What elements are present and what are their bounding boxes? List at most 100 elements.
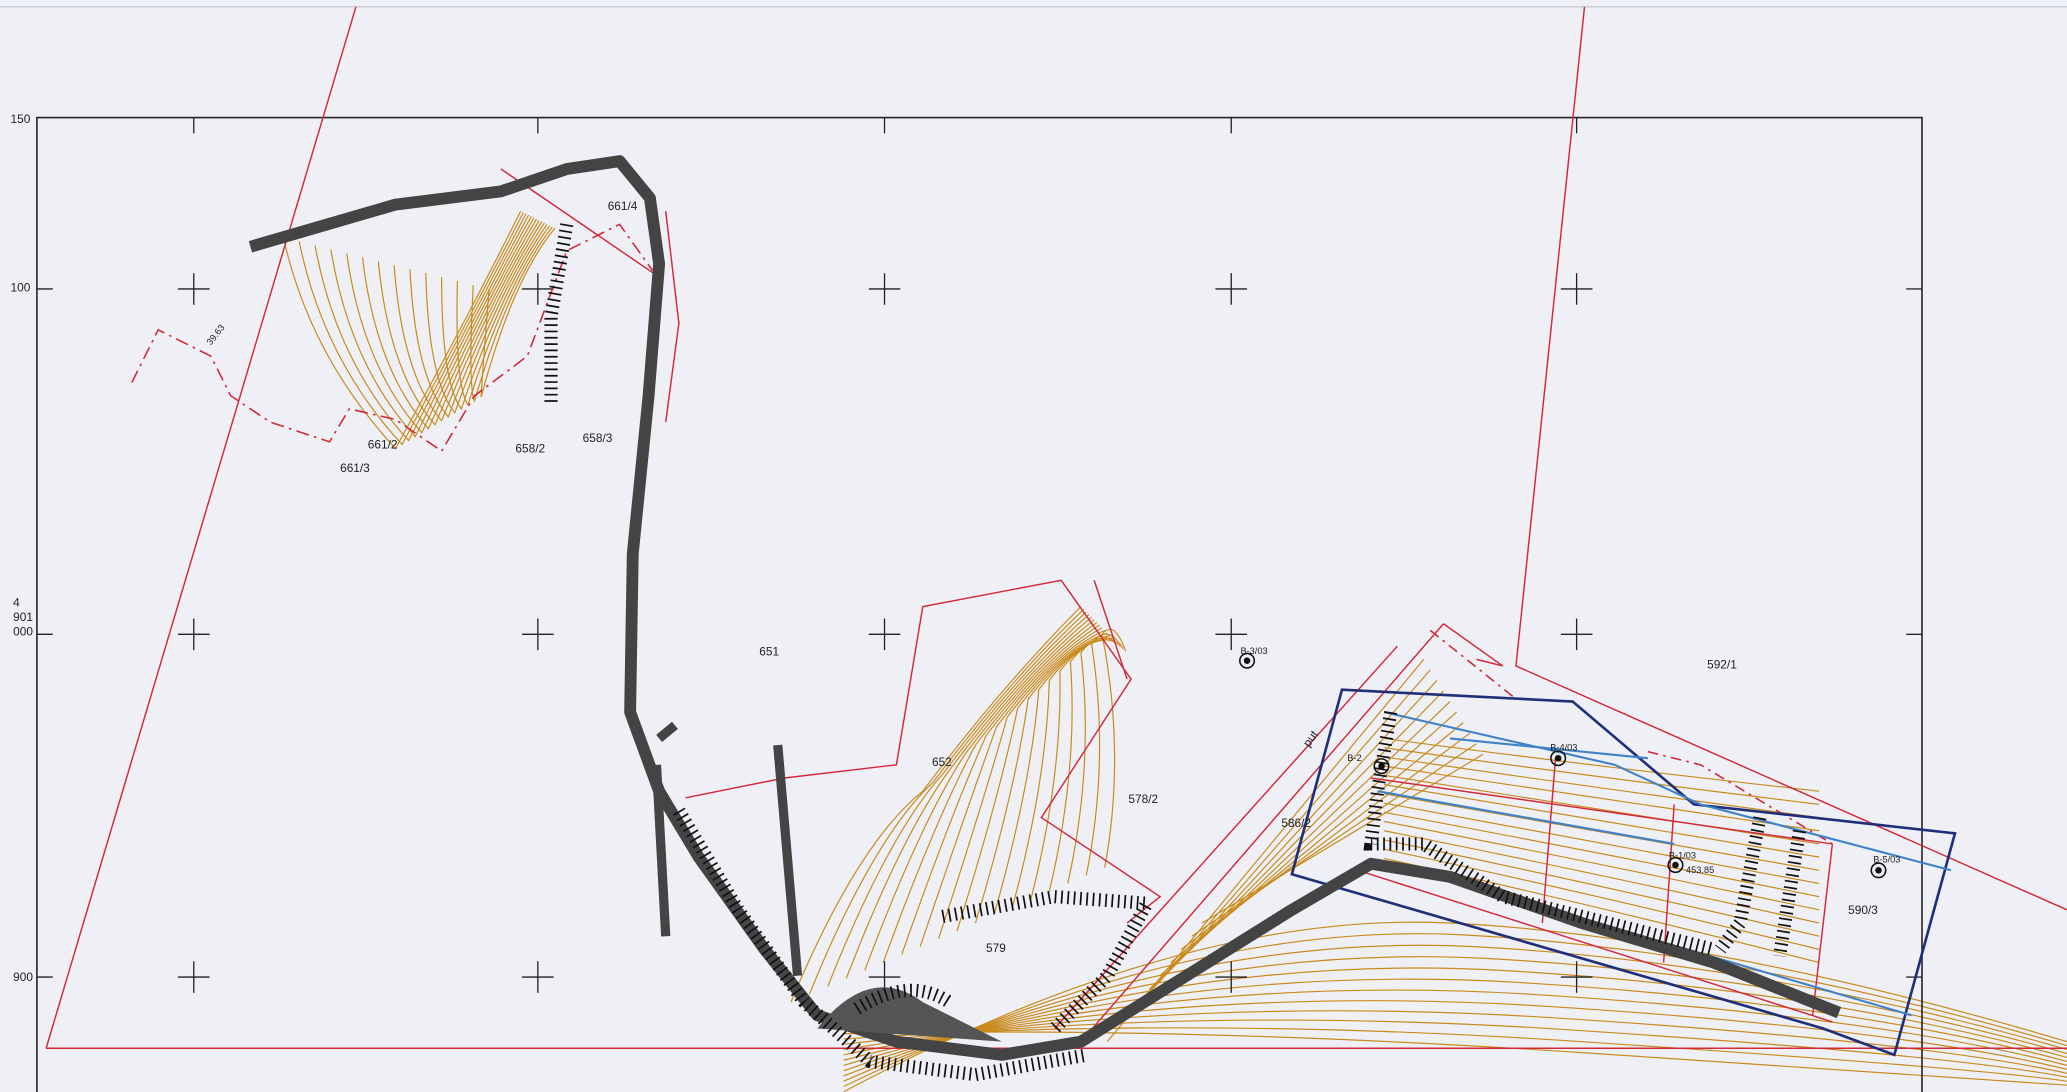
contour-line <box>808 608 1085 995</box>
contour-line <box>456 225 551 407</box>
grid-cross <box>1560 273 1593 305</box>
contour-line <box>790 606 1082 1003</box>
contour-line <box>843 1019 2067 1078</box>
contour-line <box>1384 811 1820 898</box>
contour-line <box>993 635 1111 916</box>
boundary <box>45 6 357 1049</box>
contour-line <box>843 1031 2067 1086</box>
grid-label: 150 <box>11 112 31 126</box>
boundary <box>1093 580 1128 680</box>
contour-line <box>1170 722 1464 964</box>
parcel-label: 578/2 <box>1128 792 1158 806</box>
contour-line <box>938 627 1103 940</box>
contour-line <box>1180 732 1471 950</box>
parcel-label: 658/2 <box>515 441 545 455</box>
contour-line <box>843 989 2067 1066</box>
parcel-label: 661/4 <box>608 199 638 213</box>
embankment <box>817 987 1002 1042</box>
grid-cross <box>1215 618 1248 651</box>
contour-line <box>843 956 2067 1077</box>
parcel-label: 661/3 <box>340 461 370 475</box>
contour-line <box>843 933 2067 1088</box>
boundary <box>1443 623 1504 667</box>
parcel-label: 586/2 <box>1281 816 1311 830</box>
contour-line <box>843 1010 2067 1074</box>
contour-line <box>441 224 548 411</box>
map-frame <box>36 116 1923 1092</box>
contour-line <box>1106 658 1425 1043</box>
contour-line <box>919 624 1100 947</box>
grid-cross <box>1215 961 1248 993</box>
contour-line <box>827 611 1087 987</box>
grid-cross <box>177 618 210 651</box>
borehole-ring <box>1373 758 1390 775</box>
parcel-label: 658/3 <box>583 431 613 445</box>
contour-line <box>470 226 553 403</box>
borehole-label: B-1/03 <box>1669 850 1696 860</box>
contour-line <box>845 614 1090 979</box>
grid-cross <box>1215 273 1248 305</box>
contour-line <box>1384 774 1820 845</box>
contour-line <box>346 216 532 434</box>
contour-line <box>956 629 1105 932</box>
grid-cross <box>522 961 554 993</box>
contours <box>282 210 2067 1092</box>
dashed-boundary <box>1429 629 1833 845</box>
hatch <box>1715 816 1806 958</box>
slope-hatching <box>544 223 1806 1082</box>
contour-line <box>1085 633 1124 876</box>
borehole-label: B-4/03 <box>1550 742 1577 752</box>
grid-label: 100 <box>11 281 31 295</box>
hatch <box>673 807 1089 1082</box>
parcel-label: 579 <box>986 941 1006 955</box>
contour-line <box>1384 737 1820 792</box>
grid-cross <box>177 273 210 305</box>
borehole-label: B-2 <box>1347 753 1361 763</box>
contour-line <box>282 210 522 450</box>
grid-cross <box>522 273 554 305</box>
borehole-ring <box>1667 856 1684 874</box>
parcel-label: 651 <box>759 644 779 658</box>
borehole-dot <box>1672 861 1679 869</box>
contour-line <box>409 221 543 418</box>
grid-cross <box>1560 961 1593 993</box>
contour-line <box>1384 830 1820 924</box>
contour-line <box>843 967 2067 1072</box>
contour-line <box>843 1027 2067 1082</box>
borehole-dot <box>1378 762 1385 770</box>
borehole-label: B-5/03 <box>1873 854 1900 864</box>
contour-line <box>314 213 527 442</box>
grid-label: 901 <box>13 610 33 624</box>
borehole-ring <box>1870 862 1887 879</box>
grid-cross <box>177 961 210 993</box>
contour-line <box>1384 765 1820 832</box>
contour-line <box>843 1000 2067 1070</box>
contour-line <box>298 212 524 446</box>
building-outlines <box>1290 688 1957 1057</box>
contour-line <box>843 921 2067 1092</box>
borehole-dot <box>1554 754 1562 762</box>
boundary <box>1357 758 1834 1023</box>
contour-line <box>864 616 1092 971</box>
contour-line <box>1384 802 1820 885</box>
contour-line <box>1201 753 1484 924</box>
contour-line <box>882 619 1095 963</box>
contour-line <box>843 978 2067 1066</box>
contour-line <box>361 217 535 430</box>
borehole-label: B-3/03 <box>1240 646 1267 656</box>
grid-cross <box>868 618 901 651</box>
contour-line <box>330 214 530 438</box>
contour-line <box>1384 820 1820 911</box>
contour-line <box>901 621 1098 955</box>
outline <box>1290 688 1957 1057</box>
boreholes <box>1239 652 1887 879</box>
grid-cross <box>1560 618 1593 651</box>
boundary <box>685 579 1162 924</box>
outline <box>1377 711 1952 1017</box>
road-branch <box>651 721 803 977</box>
contour-line <box>480 227 556 398</box>
grid-cross <box>522 618 554 651</box>
